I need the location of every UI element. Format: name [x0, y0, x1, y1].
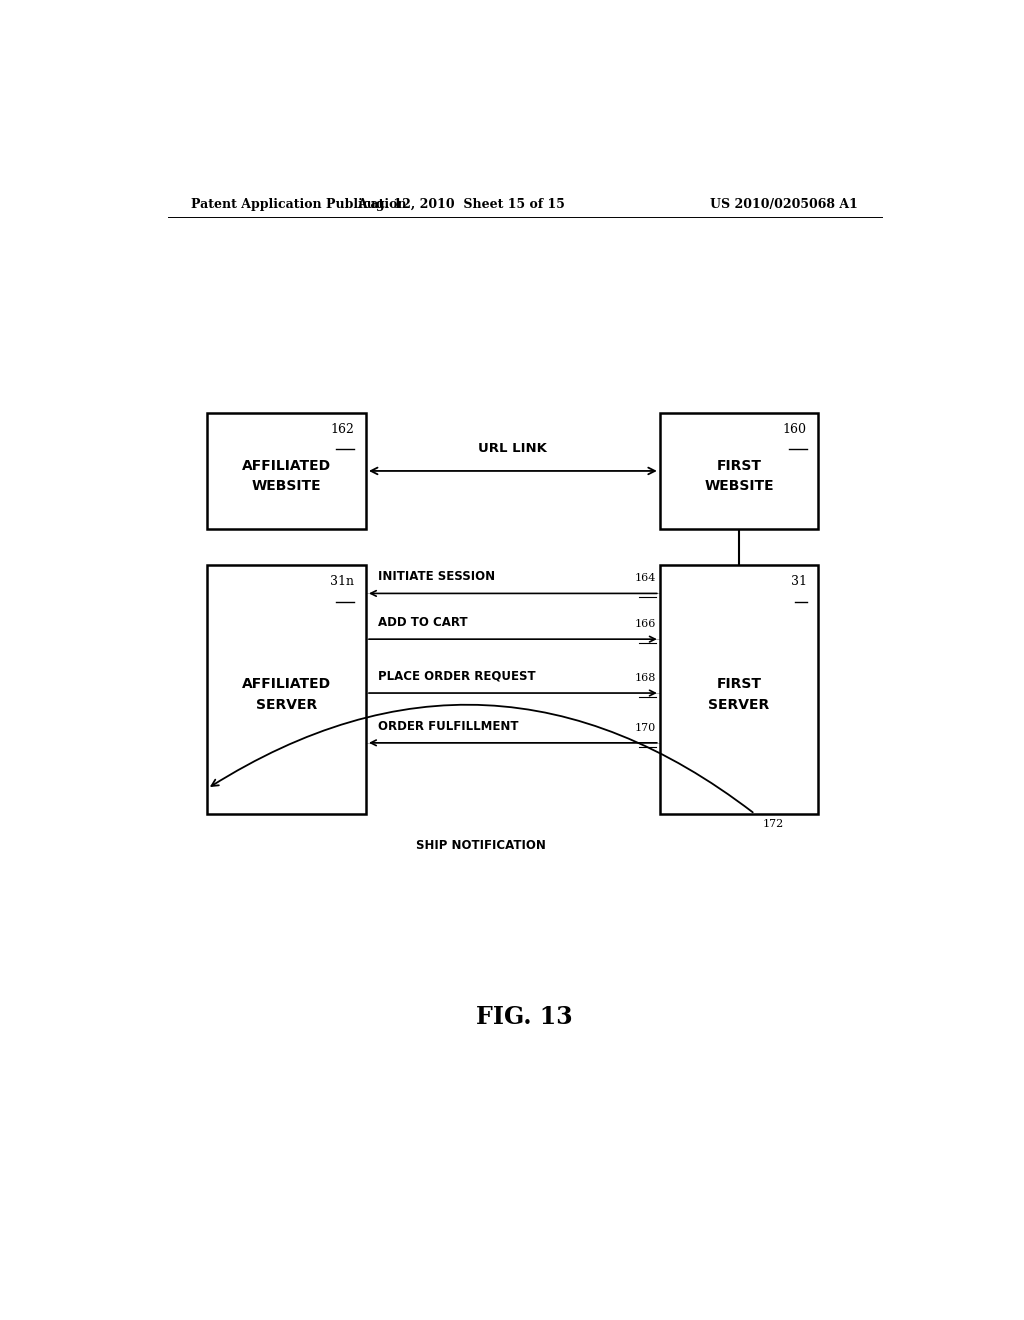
Text: PLACE ORDER REQUEST: PLACE ORDER REQUEST: [378, 669, 536, 682]
Text: FIRST
WEBSITE: FIRST WEBSITE: [705, 459, 774, 494]
Bar: [659, 413, 818, 529]
Text: AFFILIATED
SERVER: AFFILIATED SERVER: [242, 677, 332, 711]
Text: US 2010/0205068 A1: US 2010/0205068 A1: [711, 198, 858, 211]
Text: 172: 172: [763, 818, 784, 829]
Text: 166: 166: [635, 619, 655, 630]
Text: 31: 31: [791, 576, 807, 589]
Text: 164: 164: [635, 573, 655, 583]
Text: 31n: 31n: [330, 576, 354, 589]
Text: 160: 160: [782, 422, 807, 436]
Text: ADD TO CART: ADD TO CART: [378, 616, 468, 630]
Text: AFFILIATED
WEBSITE: AFFILIATED WEBSITE: [242, 459, 332, 494]
Text: ORDER FULFILLMENT: ORDER FULFILLMENT: [378, 719, 518, 733]
Text: Aug. 12, 2010  Sheet 15 of 15: Aug. 12, 2010 Sheet 15 of 15: [357, 198, 565, 211]
Text: INITIATE SESSION: INITIATE SESSION: [378, 570, 496, 583]
Bar: [207, 565, 367, 814]
Text: FIRST
SERVER: FIRST SERVER: [709, 677, 770, 711]
Text: 162: 162: [331, 422, 354, 436]
Text: SHIP NOTIFICATION: SHIP NOTIFICATION: [416, 840, 546, 853]
Bar: [207, 413, 367, 529]
Text: Patent Application Publication: Patent Application Publication: [191, 198, 407, 211]
Text: FIG. 13: FIG. 13: [476, 1006, 573, 1030]
Text: URL LINK: URL LINK: [478, 442, 548, 454]
Text: 168: 168: [635, 673, 655, 682]
Text: 170: 170: [635, 722, 655, 733]
Bar: [659, 565, 818, 814]
